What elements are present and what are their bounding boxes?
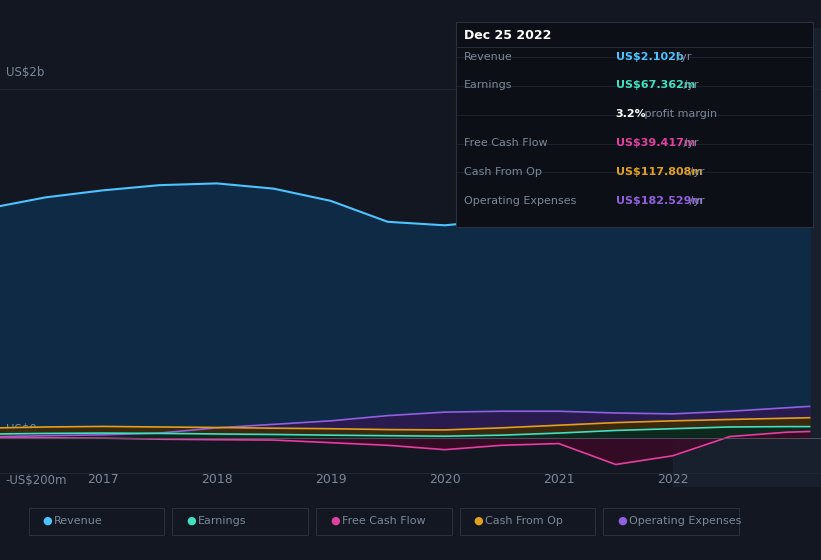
Text: Operating Expenses: Operating Expenses — [464, 196, 576, 206]
Text: US$182.529m: US$182.529m — [616, 196, 703, 206]
Text: /yr: /yr — [686, 167, 704, 178]
Text: /yr: /yr — [673, 52, 692, 62]
Text: ●: ● — [474, 516, 484, 526]
Text: Cash From Op: Cash From Op — [485, 516, 563, 526]
Text: US$2b: US$2b — [6, 66, 44, 78]
Text: 2018: 2018 — [201, 473, 232, 486]
Text: Earnings: Earnings — [198, 516, 246, 526]
Text: -US$200m: -US$200m — [6, 474, 67, 487]
Text: 2019: 2019 — [315, 473, 346, 486]
Text: Dec 25 2022: Dec 25 2022 — [464, 29, 551, 42]
Text: US$67.362m: US$67.362m — [616, 81, 695, 91]
Text: /yr: /yr — [680, 81, 699, 91]
Text: ●: ● — [330, 516, 340, 526]
Text: Cash From Op: Cash From Op — [464, 167, 542, 178]
Text: 2022: 2022 — [657, 473, 689, 486]
Text: Revenue: Revenue — [464, 52, 512, 62]
Bar — [672, 28, 821, 487]
Text: ●: ● — [617, 516, 627, 526]
Text: 2020: 2020 — [429, 473, 461, 486]
Text: /yr: /yr — [680, 138, 699, 148]
Text: US$39.417m: US$39.417m — [616, 138, 695, 148]
Text: Free Cash Flow: Free Cash Flow — [342, 516, 425, 526]
Text: 3.2%: 3.2% — [616, 109, 646, 119]
Text: Operating Expenses: Operating Expenses — [629, 516, 741, 526]
Text: /yr: /yr — [686, 196, 704, 206]
Text: 2017: 2017 — [87, 473, 118, 486]
Text: US$2.102b: US$2.102b — [616, 52, 684, 62]
Text: Earnings: Earnings — [464, 81, 512, 91]
Text: US$117.808m: US$117.808m — [616, 167, 703, 178]
Text: Revenue: Revenue — [54, 516, 103, 526]
Text: ●: ● — [186, 516, 196, 526]
Text: US$0: US$0 — [6, 423, 36, 436]
Text: 2021: 2021 — [543, 473, 575, 486]
Text: Free Cash Flow: Free Cash Flow — [464, 138, 548, 148]
Text: ●: ● — [43, 516, 53, 526]
Text: profit margin: profit margin — [641, 109, 718, 119]
